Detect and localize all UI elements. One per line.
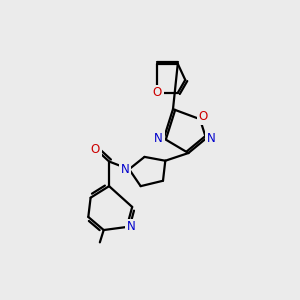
Text: O: O xyxy=(153,86,162,99)
Text: N: N xyxy=(127,220,136,233)
Text: N: N xyxy=(207,132,216,145)
Text: O: O xyxy=(91,143,100,157)
Text: N: N xyxy=(121,163,130,176)
Text: N: N xyxy=(154,132,163,145)
Text: O: O xyxy=(198,110,208,123)
